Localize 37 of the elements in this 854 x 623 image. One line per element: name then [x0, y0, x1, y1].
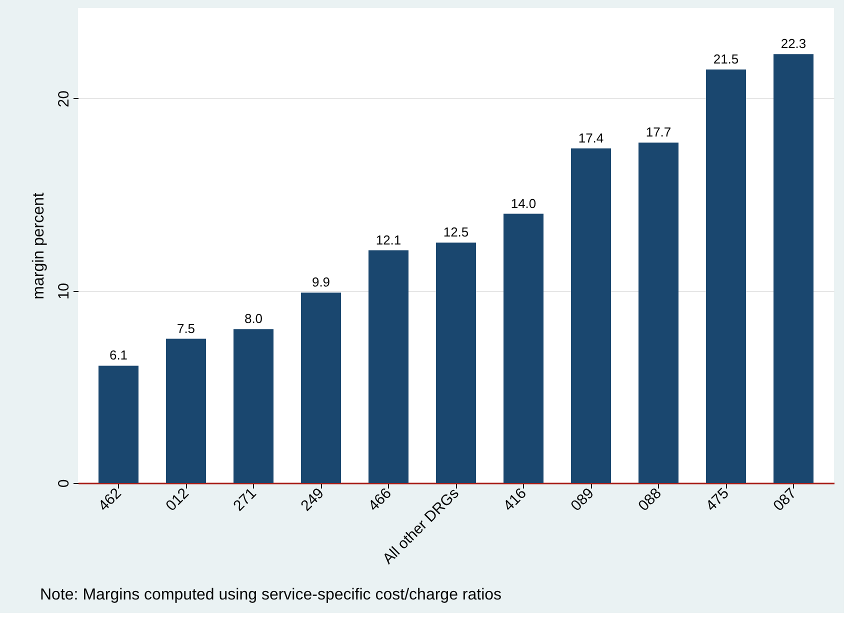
data-label: 8.0	[244, 311, 263, 326]
x-tick-label: 416	[500, 484, 530, 515]
x-tick-label: 466	[365, 484, 395, 515]
bar	[436, 242, 476, 483]
x-tick-label: 087	[770, 484, 800, 515]
data-label: 9.9	[312, 274, 330, 290]
x-tick-label: 475	[702, 484, 732, 515]
bar	[234, 329, 274, 483]
bar	[504, 214, 544, 483]
x-tick-label: 012	[162, 484, 192, 515]
data-label: 12.5	[443, 224, 469, 240]
text: Note: Margins computed using service-specific cost/charge ratios	[40, 586, 502, 604]
bar	[706, 70, 746, 483]
x-tick-label: 462	[95, 484, 125, 515]
data-label: 14.0	[510, 196, 536, 211]
bar	[571, 148, 611, 483]
data-label: 12.1	[376, 232, 402, 248]
x-tick-label: 088	[635, 484, 665, 515]
data-label: 17.7	[646, 124, 672, 140]
bar	[301, 292, 341, 483]
data-label: 6.1	[109, 348, 128, 363]
bar	[368, 250, 408, 483]
bar	[166, 338, 206, 483]
y-axis-title: margin percent	[30, 192, 48, 300]
bar	[638, 142, 678, 483]
y-tick-label: 10	[56, 282, 72, 300]
y-tick-label: 20	[56, 90, 72, 108]
data-label: 7.5	[176, 320, 196, 336]
data-label: 21.5	[713, 52, 739, 67]
data-label: 22.3	[780, 36, 806, 52]
bar	[98, 366, 138, 483]
y-tick-label: 0	[56, 479, 72, 488]
x-tick-label: 249	[298, 484, 328, 515]
x-tick-label: 271	[230, 484, 260, 515]
x-tick-label: 089	[568, 484, 598, 515]
data-label: 17.4	[578, 130, 604, 146]
bar	[774, 54, 814, 483]
